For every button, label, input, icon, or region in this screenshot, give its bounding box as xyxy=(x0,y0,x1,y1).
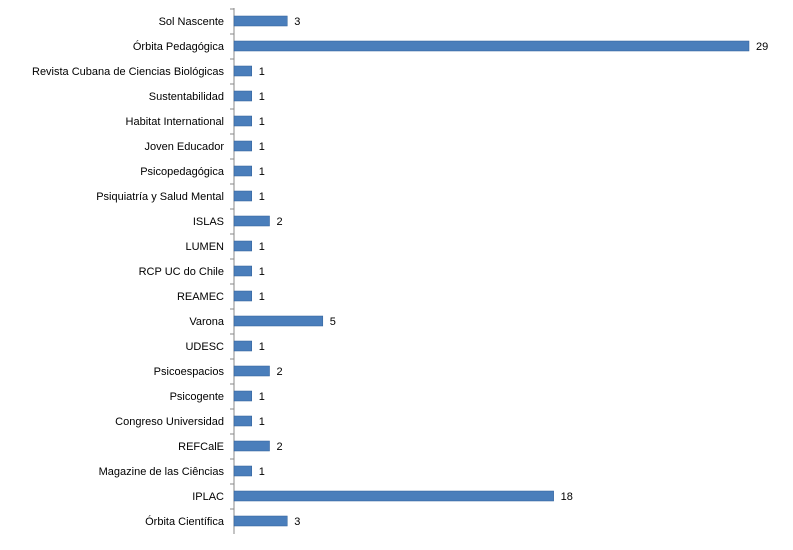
bar xyxy=(233,215,270,227)
category-label: Varona xyxy=(189,316,225,328)
bar xyxy=(233,465,253,477)
category-label: Psiquiatría y Salud Mental xyxy=(96,191,224,203)
data-label: 1 xyxy=(259,416,265,428)
bar xyxy=(233,290,253,302)
data-label: 1 xyxy=(259,266,265,278)
data-label: 1 xyxy=(259,191,265,203)
bar xyxy=(233,515,288,527)
data-label: 2 xyxy=(277,366,283,378)
bar xyxy=(233,140,253,152)
data-label: 1 xyxy=(259,141,265,153)
bar xyxy=(233,115,253,127)
category-label: RCP UC do Chile xyxy=(139,266,224,278)
category-label: Congreso Universidad xyxy=(115,416,224,428)
category-label: IPLAC xyxy=(192,491,224,503)
data-label: 1 xyxy=(259,341,265,353)
category-label: REAMEC xyxy=(177,291,224,303)
bar xyxy=(233,340,253,352)
data-label: 18 xyxy=(561,491,573,503)
category-label: Sol Nascente xyxy=(159,16,224,28)
bar xyxy=(233,190,253,202)
category-label: REFCalE xyxy=(178,441,224,453)
category-label: Joven Educador xyxy=(145,141,225,153)
bar xyxy=(233,40,750,52)
bar xyxy=(233,390,253,402)
data-label: 1 xyxy=(259,116,265,128)
bar xyxy=(233,65,253,77)
bar xyxy=(233,415,253,427)
category-label: LUMEN xyxy=(185,241,224,253)
category-label: Órbita Pedagógica xyxy=(133,40,225,53)
data-label: 3 xyxy=(294,16,300,28)
bar xyxy=(233,90,253,102)
data-label: 1 xyxy=(259,466,265,478)
data-label: 2 xyxy=(277,216,283,228)
bar xyxy=(233,240,253,252)
category-label: Psicopedagógica xyxy=(140,166,225,178)
category-label: Psicogente xyxy=(170,391,224,403)
bar xyxy=(233,265,253,277)
data-label: 1 xyxy=(259,291,265,303)
bar xyxy=(233,15,288,27)
category-label: Habitat International xyxy=(126,116,224,128)
data-label: 29 xyxy=(756,41,768,53)
bar xyxy=(233,440,270,452)
data-label: 3 xyxy=(294,516,300,528)
bar xyxy=(233,490,554,502)
data-label: 1 xyxy=(259,66,265,78)
bar xyxy=(233,165,253,177)
data-label: 1 xyxy=(259,166,265,178)
category-label: Sustentabilidad xyxy=(149,91,224,103)
category-label: Órbita Científica xyxy=(145,515,225,528)
data-label: 2 xyxy=(277,441,283,453)
data-label: 5 xyxy=(330,316,336,328)
data-label: 1 xyxy=(259,241,265,253)
data-label: 1 xyxy=(259,391,265,403)
bar xyxy=(233,365,270,377)
category-label: Revista Cubana de Ciencias Biológicas xyxy=(32,66,224,78)
bar xyxy=(233,315,324,327)
category-label: Magazine de las Ciências xyxy=(99,466,225,478)
category-label: UDESC xyxy=(185,341,224,353)
category-label: ISLAS xyxy=(193,216,224,228)
data-label: 1 xyxy=(259,91,265,103)
category-label: Psicoespacios xyxy=(154,366,225,378)
